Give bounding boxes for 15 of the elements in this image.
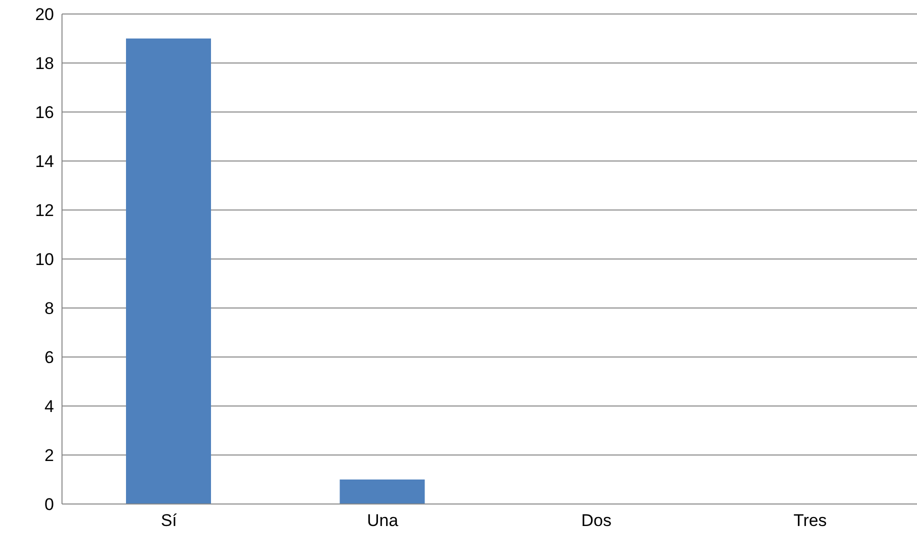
- y-tick-label: 14: [35, 152, 54, 172]
- y-tick-label: 10: [35, 250, 54, 270]
- y-tick-label: 12: [35, 201, 54, 220]
- y-tick-label: 4: [44, 397, 54, 416]
- x-tick-label: Sí: [160, 511, 178, 530]
- y-tick-label: 0: [44, 495, 54, 514]
- x-tick-label: Una: [367, 511, 399, 530]
- x-tick-label: Tres: [793, 511, 827, 530]
- y-tick-label: 2: [44, 446, 54, 466]
- x-tick-label: Dos: [581, 511, 612, 530]
- y-tick-label: 8: [44, 299, 54, 318]
- y-tick-label: 6: [44, 348, 54, 368]
- y-tick-label: 16: [35, 103, 54, 122]
- y-tick-label: 18: [35, 54, 54, 74]
- y-tick-label: 20: [35, 5, 54, 24]
